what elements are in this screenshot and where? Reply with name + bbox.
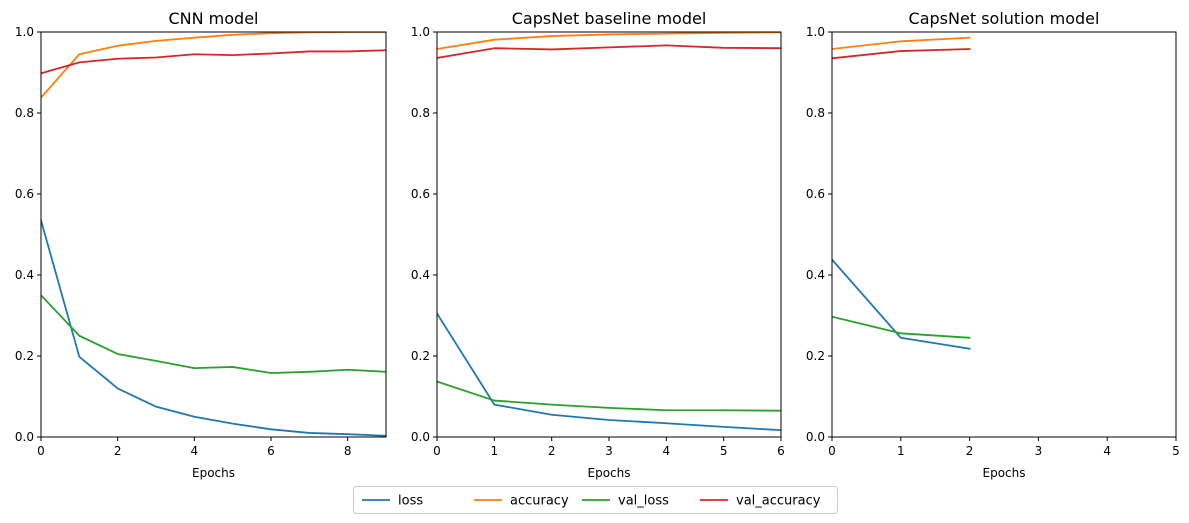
y-tick-label: 0.8 bbox=[15, 106, 34, 120]
legend-label: val_loss bbox=[618, 494, 669, 509]
series-line-val-loss bbox=[832, 315, 971, 339]
x-tick-label: 1 bbox=[491, 444, 499, 458]
x-tick-label: 2 bbox=[966, 444, 974, 458]
y-tick-label: 0.0 bbox=[411, 430, 430, 444]
x-tick-label: 6 bbox=[777, 444, 785, 458]
series-line-loss bbox=[437, 312, 781, 432]
x-tick-label: 6 bbox=[267, 444, 275, 458]
x-tick-label: 3 bbox=[1035, 444, 1043, 458]
series-group bbox=[832, 36, 971, 350]
series-line-accuracy bbox=[41, 32, 386, 99]
series-line-val-loss bbox=[41, 293, 386, 374]
legend-label: accuracy bbox=[510, 494, 569, 509]
series-line-val-accuracy bbox=[832, 48, 971, 60]
axes-frame bbox=[40, 31, 387, 438]
y-tick-label: 0.4 bbox=[15, 268, 34, 282]
series-line-accuracy bbox=[437, 32, 781, 50]
y-tick-label: 0.8 bbox=[411, 106, 430, 120]
series-line-accuracy bbox=[832, 36, 971, 50]
x-axis-label: Epochs bbox=[192, 466, 235, 480]
series-line-loss bbox=[41, 219, 386, 437]
x-tick-label: 4 bbox=[1103, 444, 1111, 458]
x-tick-label: 1 bbox=[897, 444, 905, 458]
series-group bbox=[437, 32, 781, 432]
y-tick-label: 1.0 bbox=[15, 25, 34, 39]
x-tick-label: 8 bbox=[344, 444, 352, 458]
legend-label: val_accuracy bbox=[736, 494, 821, 509]
subplot-2: CapsNet baseline model 0 1 2 3 4 5 6 0.0 0.2 0.4 0.… bbox=[411, 9, 785, 480]
y-tick-label: 0.0 bbox=[806, 430, 825, 444]
y-tick-label: 1.0 bbox=[806, 25, 825, 39]
x-tick-label: 5 bbox=[720, 444, 728, 458]
series-line-loss bbox=[832, 258, 971, 350]
y-tick-label: 0.2 bbox=[411, 349, 430, 363]
x-axis-label: Epochs bbox=[588, 466, 631, 480]
y-tick-label: 0.4 bbox=[806, 268, 825, 282]
series-group bbox=[41, 32, 386, 437]
subplot-1: CNN model 0 2 4 6 8 0.0 0.2 0.4 0.6 0.8 1.0 Epochs bbox=[15, 9, 387, 480]
y-tick-label: 0.6 bbox=[15, 187, 34, 201]
y-tick-label: 0.8 bbox=[806, 106, 825, 120]
y-tick-label: 0.2 bbox=[806, 349, 825, 363]
axes-frame bbox=[436, 31, 782, 438]
y-tick-label: 0.0 bbox=[15, 430, 34, 444]
subplot-title: CapsNet baseline model bbox=[512, 9, 707, 28]
legend: loss accuracy val_loss val_accuracy bbox=[353, 486, 838, 514]
y-tick-label: 0.6 bbox=[411, 187, 430, 201]
x-tick-label: 4 bbox=[663, 444, 671, 458]
x-tick-label: 0 bbox=[828, 444, 836, 458]
y-tick-label: 0.6 bbox=[806, 187, 825, 201]
axes-frame bbox=[831, 31, 1177, 438]
legend-label: loss bbox=[398, 494, 423, 509]
x-tick-label: 3 bbox=[605, 444, 613, 458]
x-tick-label: 2 bbox=[548, 444, 556, 458]
series-line-val-accuracy bbox=[41, 49, 386, 75]
x-tick-label: 5 bbox=[1172, 444, 1180, 458]
x-axis-label: Epochs bbox=[983, 466, 1026, 480]
x-tick-label: 0 bbox=[37, 444, 45, 458]
series-line-val-loss bbox=[437, 380, 781, 412]
subplot-3: CapsNet solution model 0 1 2 3 4 5 0.0 0.2 0.4 0.6… bbox=[806, 9, 1180, 480]
x-tick-label: 2 bbox=[114, 444, 122, 458]
x-tick-label: 0 bbox=[433, 444, 441, 458]
subplot-title: CapsNet solution model bbox=[909, 9, 1100, 28]
series-line-val-accuracy bbox=[437, 44, 781, 59]
y-tick-label: 0.4 bbox=[411, 268, 430, 282]
y-tick-label: 1.0 bbox=[411, 25, 430, 39]
y-tick-label: 0.2 bbox=[15, 349, 34, 363]
subplot-title: CNN model bbox=[168, 9, 258, 28]
x-tick-label: 4 bbox=[191, 444, 199, 458]
